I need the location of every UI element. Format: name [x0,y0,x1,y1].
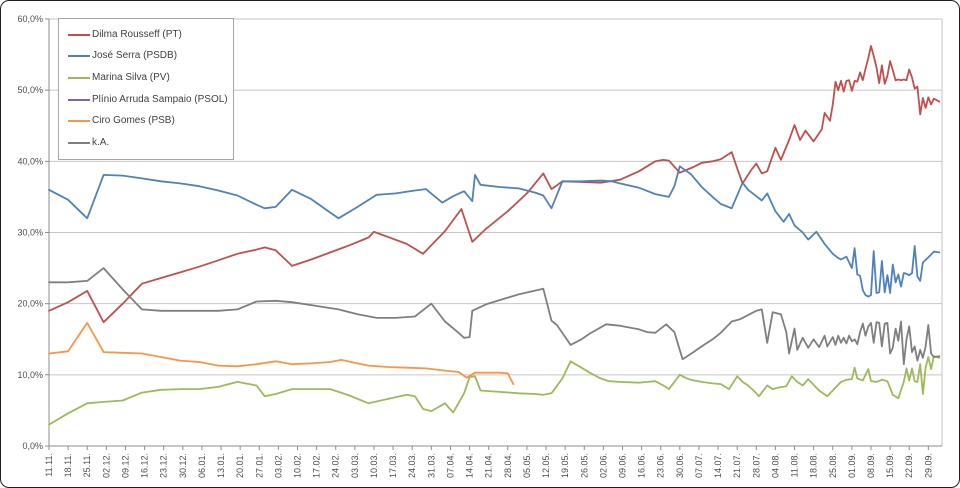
x-tick-label: 13.01. [216,453,226,478]
y-tick-label: 60,0% [17,14,43,24]
x-tick-label: 12.05. [541,453,551,478]
x-tick-label: 20.01. [235,453,245,478]
legend-line-swatch [68,142,90,145]
legend-line-swatch [68,77,90,80]
legend-label: José Serra (PSDB) [92,50,178,62]
x-tick-label: 09.12. [120,453,130,478]
x-tick-label: 04.08. [770,453,780,478]
x-tick-label: 24.03. [407,453,417,478]
series-line-marina-silva-pv [48,355,941,426]
y-tick-label: 30,0% [17,228,43,238]
legend-item-k-a: k.A. [68,138,229,148]
series-line-ciro-gomes-psb [48,321,515,386]
x-tick-label: 05.05. [522,453,532,478]
x-tick-label: 14.07. [713,453,723,478]
x-tick-label: 11.11. [44,453,54,477]
y-tick-label: 40,0% [17,156,43,166]
y-tick-label: 0,0% [22,441,43,451]
legend-item-pl-nio-arruda-sampaio-psol: Plínio Arruda Sampaio (PSOL) [68,93,229,105]
x-tick-label: 07.07. [694,453,704,478]
x-tick-label: 23.06. [656,453,666,478]
legend-label: k.A. [92,137,110,149]
legend-line-swatch [68,120,90,123]
x-tick-label: 10.02. [293,453,303,478]
legend-item-ciro-gomes-psb: Ciro Gomes (PSB) [68,116,229,126]
x-tick-label: 24.02. [331,453,341,478]
legend-label: Marina Silva (PV) [92,72,170,84]
legend-item-marina-silva-pv: Marina Silva (PV) [68,73,229,83]
x-tick-label: 15.09. [885,453,895,478]
y-tick-label: 10,0% [17,370,43,380]
legend-item-jos-serra-psdb: José Serra (PSDB) [68,51,229,61]
x-tick-label: 28.04. [503,453,513,478]
legend-label: Plínio Arruda Sampaio (PSOL) [92,93,228,105]
x-tick-label: 03.02. [273,453,283,478]
legend-label: Dilma Rousseff (PT) [92,28,182,40]
x-tick-label: 28.07. [751,453,761,478]
legend-line-swatch [68,55,90,58]
y-tick-label: 50,0% [17,85,43,95]
x-tick-label: 21.07. [732,453,742,478]
x-tick-label: 29.09. [923,453,933,478]
x-tick-label: 18.11. [63,453,73,477]
x-tick-label: 03.03. [350,453,360,478]
x-tick-label: 02.06. [598,453,608,478]
x-tick-label: 25.08. [828,453,838,478]
x-tick-label: 16.06. [637,453,647,478]
series-line-jos-serra-psdb [48,165,941,298]
x-tick-label: 25.11. [82,453,92,477]
x-tick-label: 21.04. [484,453,494,478]
x-tick-label: 26.05. [579,453,589,478]
x-tick-label: 23.12. [159,453,169,478]
x-tick-label: 19.05. [560,453,570,478]
x-tick-label: 09.06. [617,453,627,478]
series-line-dilma-rousseff-pt [48,45,941,324]
x-tick-label: 07.04. [445,453,455,478]
chart-legend: Dilma Rousseff (PT) José Serra (PSDB) Mari… [58,18,234,160]
legend-line-swatch [68,33,90,36]
x-tick-label: 27.01. [254,453,264,478]
series-line-k-a [48,267,941,366]
x-tick-label: 11.08. [790,453,800,477]
x-tick-label: 16.12. [140,453,150,478]
x-tick-label: 17.03. [388,453,398,478]
x-tick-label: 10.03. [369,453,379,478]
x-tick-label: 22.09. [904,453,914,478]
x-tick-label: 06.01. [197,453,207,478]
x-tick-label: 14.04. [465,453,475,478]
x-tick-label: 30.12. [178,453,188,478]
x-tick-label: 31.03. [426,453,436,478]
legend-item-dilma-rousseff-pt: Dilma Rousseff (PT) [68,28,229,40]
legend-line-swatch [68,98,90,101]
x-tick-label: 17.02. [312,453,322,478]
x-tick-label: 01.09. [847,453,857,478]
x-tick-label: 08.09. [866,453,876,478]
legend-label: Ciro Gomes (PSB) [92,115,175,127]
x-tick-label: 18.08. [809,453,819,478]
x-tick-label: 30.06. [675,453,685,478]
x-tick-label: 02.12. [101,453,111,478]
y-tick-label: 20,0% [17,299,43,309]
